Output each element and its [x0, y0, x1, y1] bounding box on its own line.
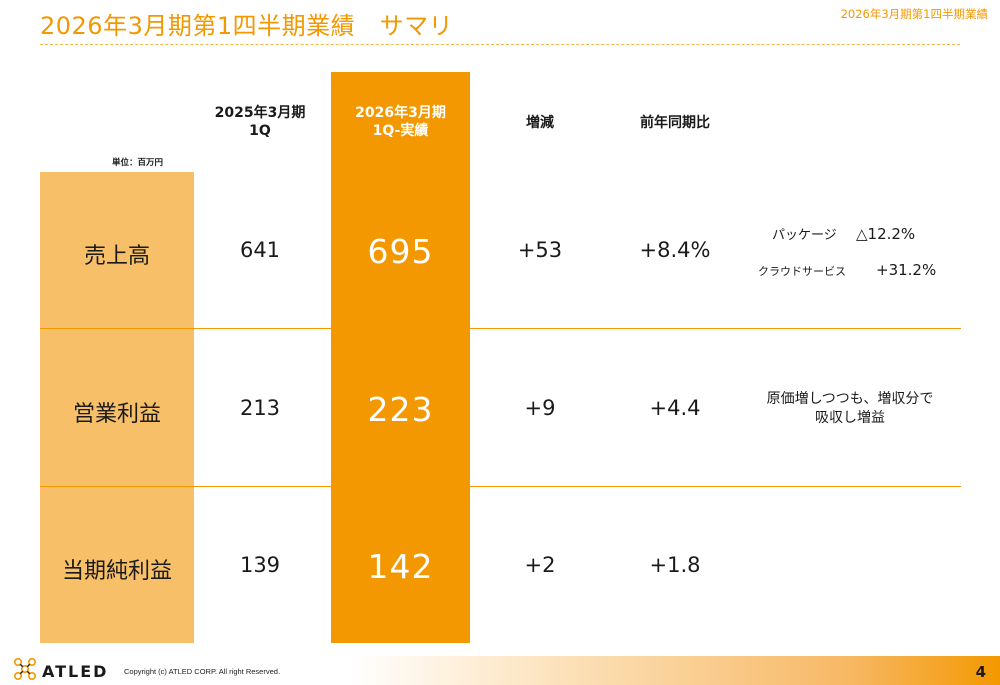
- atled-logo-icon: [13, 657, 36, 680]
- column-header-current-line1: 2026年3月期: [355, 105, 446, 121]
- row-divider: [40, 328, 961, 329]
- row-label-column: [40, 172, 194, 643]
- note-operating-profit: 原価増しつつも、増収分で 吸収し増益: [740, 390, 960, 428]
- row-label: 当期純利益: [61, 559, 172, 584]
- cell-prev-year: 641: [239, 238, 281, 262]
- cell-yoy: +8.4%: [639, 238, 711, 262]
- cell-prev-year: 139: [239, 553, 281, 577]
- cell-current: 142: [367, 547, 434, 586]
- row-label: 営業利益: [72, 402, 161, 427]
- note-name: パッケージ: [772, 228, 837, 243]
- unit-label: 単位：百万円: [112, 158, 164, 168]
- cell-prev-year: 213: [239, 396, 281, 420]
- column-header-current: 2026年3月期 1Q-実績: [331, 104, 470, 140]
- column-header-prev-line2: 1Q: [249, 123, 271, 139]
- cell-current: 223: [367, 390, 434, 429]
- cell-yoy: +4.4: [649, 396, 701, 420]
- note-package-growth: パッケージ △12.2%: [772, 224, 915, 243]
- column-header-yoy: 前年同期比: [640, 115, 710, 131]
- cell-diff: +9: [524, 396, 556, 420]
- note-line: 吸収し増益: [815, 410, 885, 426]
- note-value: +31.2%: [876, 261, 937, 279]
- column-header-prev-line1: 2025年3月期: [214, 105, 306, 121]
- title-divider: [40, 44, 960, 45]
- page-number: 4: [975, 663, 986, 681]
- note-cloud-growth: クラウドサービス +31.2%: [758, 261, 936, 279]
- row-label: 売上高: [83, 244, 150, 269]
- note-value: △12.2%: [856, 225, 916, 243]
- page-title: 2026年3月期第1四半期業績 サマリ: [40, 12, 454, 40]
- column-header-diff: 増減: [526, 115, 554, 131]
- cell-yoy: +1.8: [649, 553, 701, 577]
- note-name: クラウドサービス: [758, 265, 846, 278]
- logo-wordmark: ATLED: [42, 662, 109, 681]
- footer-band: [0, 656, 1000, 685]
- copyright-text: Copyright (c) ATLED CORP. All right Rese…: [124, 667, 281, 676]
- row-divider: [40, 486, 961, 487]
- column-header-current-line2: 1Q-実績: [372, 123, 429, 139]
- current-period-column: [331, 72, 470, 643]
- cell-current: 695: [367, 232, 434, 271]
- cell-diff: +2: [524, 553, 556, 577]
- header-section-tag: 2026年3月期第1四半期業績: [840, 7, 988, 21]
- note-line: 原価増しつつも、増収分で: [766, 391, 934, 407]
- cell-diff: +53: [517, 238, 563, 262]
- column-header-prev-year: 2025年3月期 1Q: [200, 104, 320, 140]
